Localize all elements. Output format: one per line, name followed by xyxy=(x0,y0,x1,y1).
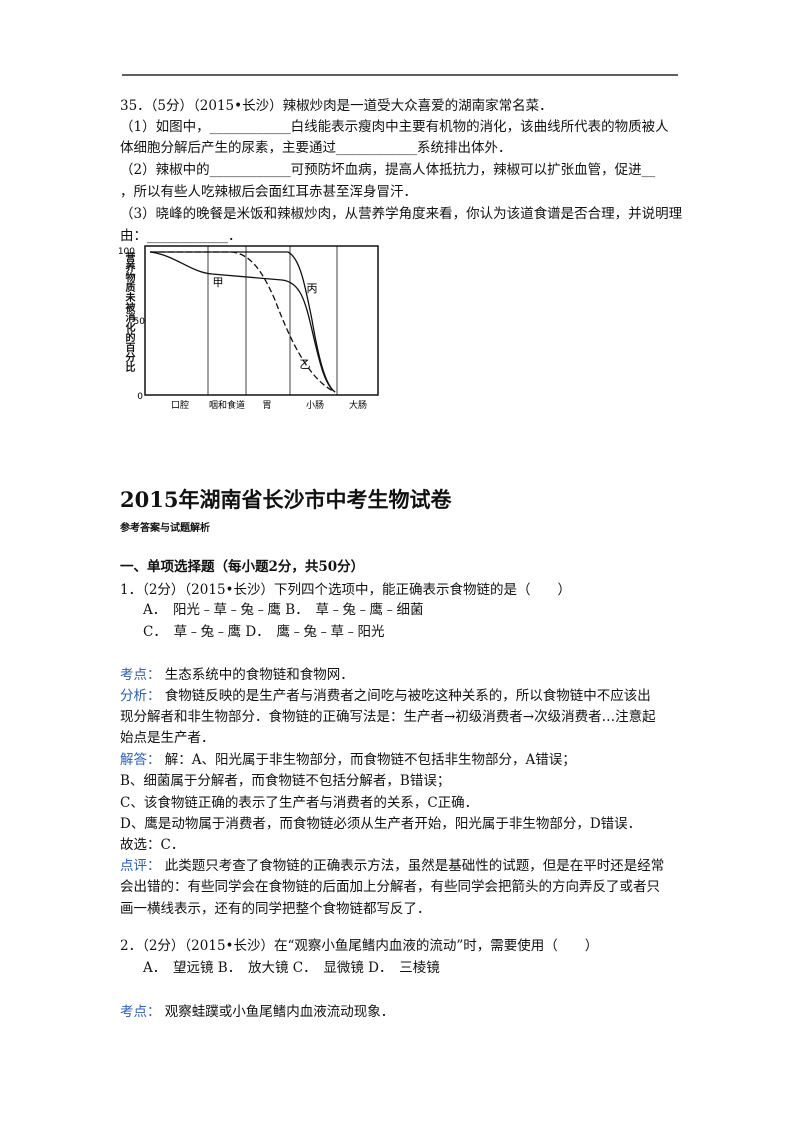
text-line: 分析： 食物链反映的是生产者与消费者之间吃与被吃这种关系的，所以食物链中不应该出 xyxy=(120,687,651,705)
curve-jia xyxy=(149,251,336,393)
x-label: 口腔 xyxy=(171,399,189,411)
curve-yi xyxy=(150,251,336,393)
x-label: 小肠 xyxy=(306,400,324,411)
text: 生态系统中的食物链和食物网． xyxy=(164,667,354,683)
text-line: D、鹰是动物属于消费者，而食物链必须从生产者开始，阳光属于非生物部分，D错误． xyxy=(120,816,642,832)
curve-label: 丙 xyxy=(307,282,318,295)
x-label: 咽和食道 xyxy=(209,399,245,411)
text-line: B、细菌属于分解者，而食物链不包括分解者，B错误； xyxy=(120,773,451,789)
answer-subtitle: 参考答案与试题解析 xyxy=(120,523,210,534)
x-label: 大肠 xyxy=(349,399,367,411)
text-line: 会出错的：有些同学会在食物链的后面加上分解者，有些同学会把箭头的方向弄反了或者只 xyxy=(120,879,660,895)
y-tick: 100 xyxy=(118,247,135,257)
text-line: 考点： 观察蛙蹼或小鱼尾鳍内血液流动现象． xyxy=(120,1003,394,1021)
text-line: 考点： 生态系统中的食物链和食物网． xyxy=(120,666,354,684)
option-line: A． 阳光﹣草﹣兔﹣鹰 B． 草﹣兔﹣鹰﹣细菌 xyxy=(143,602,424,618)
text: 此类题只考查了食物链的正确表示方法，虽然是基础性的试题，但是在平时还是经常 xyxy=(164,858,665,874)
text-line: （3）晓峰的晚餐是米饭和辣椒炒肉，从营养学角度来看，你认为该道食谱是否合理，并说… xyxy=(120,206,683,222)
text-line: （1）如图中，____________白线能表示瘦肉中主要有机物的消化，该曲线所… xyxy=(120,119,669,135)
curve-label: 乙 xyxy=(300,358,311,371)
label: 解答： xyxy=(120,752,161,768)
y-tick: 50 xyxy=(134,317,146,327)
question-stem: 1．（2分）（2015•长沙）下列四个选项中，能正确表示食物链的是（ ） xyxy=(120,582,571,598)
text-line: （2）辣椒中的____________可预防坏血病，提高人体抵抗力，辣椒可以扩张… xyxy=(120,162,656,178)
y-axis-label: 营养物质未被消化的百分比 xyxy=(123,252,134,372)
x-label: 胃 xyxy=(262,400,271,411)
text-line: 35．（5分）（2015•长沙）辣椒炒肉是一道受大众喜爱的湖南家常名菜． xyxy=(120,98,553,114)
label: 考点： xyxy=(120,667,161,683)
option-line: A． 望远镜 B． 放大镜 C． 显微镜 D． 三棱镜 xyxy=(143,960,440,976)
y-tick: 0 xyxy=(137,392,143,402)
label: 点评： xyxy=(120,858,161,874)
section-heading: 一、单项选择题（每小题2分，共50分） xyxy=(120,559,365,575)
text: 食物链反映的是生产者与消费者之间吃与被吃这种关系的，所以食物链中不应该出 xyxy=(164,688,651,704)
option-line: C． 草﹣兔﹣鹰 D． 鹰﹣兔﹣草﹣阳光 xyxy=(143,624,385,640)
label: 考点： xyxy=(120,1004,161,1020)
figure-labels: 100 50 0 口腔 咽和食道 胃 小肠 大肠 甲 乙 丙 xyxy=(118,247,367,411)
text-line: 点评： 此类题只考查了食物链的正确表示方法，虽然是基础性的试题，但是在平时还是经… xyxy=(120,857,664,875)
answer-title: 2015年湖南省长沙市中考生物试卷 xyxy=(120,487,452,512)
text-line: 解答： 解：A、阳光属于非生物部分，而食物链不包括非生物部分，A错误； xyxy=(120,751,576,769)
text-line: ，所以有些人吃辣椒后会面红耳赤甚至浑身冒汗． xyxy=(120,184,417,200)
digestion-figure xyxy=(144,245,379,396)
text-line: 画一横线表示，还有的同学把整个食物链都写反了． xyxy=(120,901,431,917)
text: 观察蛙蹼或小鱼尾鳍内血液流动现象． xyxy=(164,1004,395,1020)
text-line: C、该食物链正确的表示了生产者与消费者的关系，C正确． xyxy=(120,795,479,811)
text-line: 由：____________． xyxy=(120,228,242,244)
curve-label: 甲 xyxy=(213,276,224,289)
text-line: 体细胞分解后产生的尿素，主要通过____________系统排出体外． xyxy=(120,140,512,156)
text-line: 故选：C． xyxy=(120,837,185,853)
question-stem: 2．（2分）（2015•长沙）在“观察小鱼尾鳍内血液的流动”时，需要使用（ ） xyxy=(120,938,599,954)
text: 解：A、阳光属于非生物部分，而食物链不包括非生物部分，A错误； xyxy=(164,752,576,768)
text-line: 现分解者和非生物部分．食物链的正确写法是：生产者→初级消费者→次级消费者…注意起 xyxy=(120,709,656,725)
text-line: 始点是生产者． xyxy=(120,730,215,746)
label: 分析： xyxy=(120,688,161,704)
curve-bing xyxy=(150,251,336,393)
